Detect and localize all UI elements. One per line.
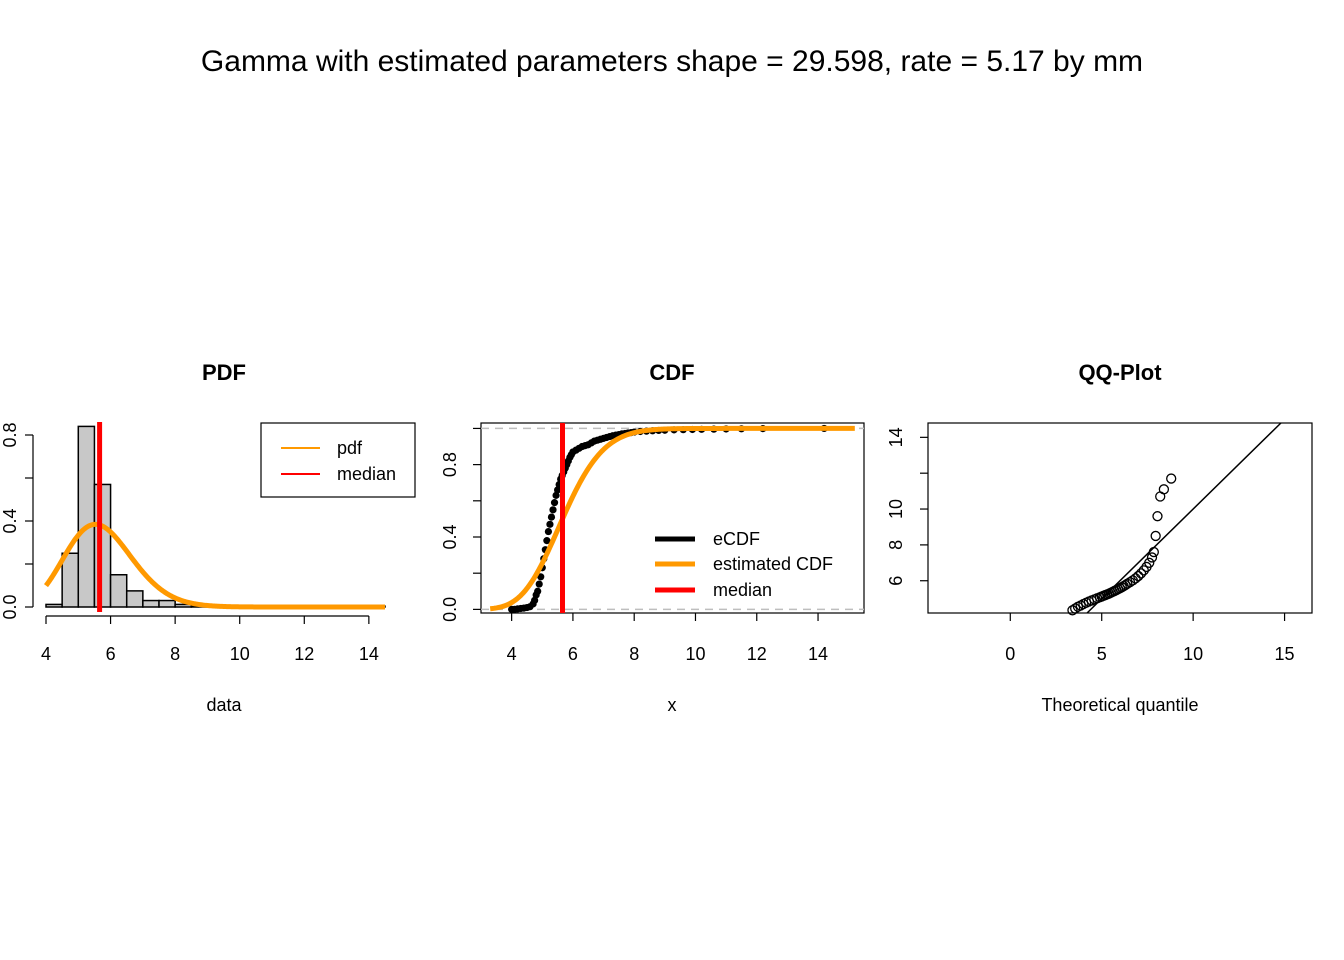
pdf-x-tick-label: 10 (230, 644, 250, 664)
pdf-x-tick-label: 14 (359, 644, 379, 664)
pdf-legend-label-pdf: pdf (337, 438, 363, 458)
qq-point (1135, 568, 1147, 579)
cdf-x-tick-label: 12 (747, 644, 767, 664)
pdf-plot-area: 4 6 8 10 12 14 0.0 0.4 0.8 pdf median (0, 422, 416, 664)
ecdf-point (543, 537, 551, 545)
qq-point (1138, 565, 1149, 576)
pdf-curve (43, 521, 385, 610)
histogram-bar (142, 599, 160, 608)
ecdf-point (549, 506, 557, 514)
cdf-plot-area: 4 6 8 10 12 14 0.0 0.4 0.8 eCDF estimated CDF media… (440, 422, 865, 664)
estimated-cdf-curve (489, 425, 855, 612)
qq-panel: QQ-Plot 0 5 10 15 6 8 10 14 Theoretical quantil… (886, 360, 1313, 715)
qq-x-tick-label: 10 (1183, 644, 1203, 664)
qq-y-tick-label: 10 (886, 499, 906, 519)
qq-point (1144, 557, 1155, 568)
histogram-bar (109, 574, 128, 608)
ecdf-point (531, 596, 539, 604)
histogram-bar (125, 590, 144, 608)
cdf-x-tick-label: 6 (568, 644, 578, 664)
cdf-x-tick-label: 8 (629, 644, 639, 664)
cdf-x-tick-label: 10 (685, 644, 705, 664)
qq-x-tick-label: 5 (1097, 644, 1107, 664)
cdf-y-tick-label: 0.8 (440, 452, 460, 477)
ecdf-point (537, 573, 545, 581)
cdf-panel-title: CDF (649, 360, 694, 385)
qq-panel-title: QQ-Plot (1078, 360, 1162, 385)
pdf-x-tick-label: 12 (294, 644, 314, 664)
ecdf-point (547, 513, 556, 521)
qq-point (1146, 552, 1158, 563)
pdf-legend-label-median: median (337, 464, 396, 484)
histogram-bar (77, 425, 96, 608)
qq-point (1133, 570, 1144, 582)
cdf-x-axis-label: x (668, 695, 677, 715)
qq-y-tick-label: 14 (886, 427, 906, 447)
cdf-plot-frame (480, 422, 865, 614)
ecdf-point (546, 520, 554, 528)
qq-point (1158, 484, 1170, 495)
qq-point (1150, 530, 1161, 542)
ecdf-point (552, 491, 560, 499)
pdf-x-axis-label: data (206, 695, 242, 715)
qq-y-tick-label: 8 (886, 540, 906, 550)
cdf-x-tick-label: 4 (507, 644, 517, 664)
ecdf-point (535, 580, 543, 588)
qq-point (1070, 603, 1081, 614)
pdf-panel-title: PDF (202, 360, 246, 385)
histogram-bar (45, 603, 63, 608)
qq-plot-area: 0 5 10 15 6 8 10 14 (886, 422, 1313, 664)
pdf-x-tick-label: 4 (41, 644, 51, 664)
ecdf-point (550, 499, 559, 507)
histogram-bar (158, 599, 176, 608)
qq-point (1148, 546, 1159, 558)
cdf-legend-label-ecdf: eCDF (713, 529, 760, 549)
qq-point (1122, 578, 1133, 589)
cdf-y-tick-label: 0.0 (440, 597, 460, 622)
pdf-panel: PDF 4 6 8 10 12 14 0.0 0.4 0.8 pdf median data (0, 360, 416, 715)
qq-x-tick-label: 0 (1005, 644, 1015, 664)
main-title: Gamma with estimated parameters shape = … (201, 45, 1143, 78)
qq-y-tick-label: 6 (886, 576, 906, 586)
ecdf-point (554, 486, 562, 494)
qq-point (1166, 473, 1177, 484)
qq-x-axis-label: Theoretical quantile (1041, 695, 1198, 715)
qq-point (1152, 511, 1163, 522)
cdf-legend-label-median: median (713, 580, 772, 600)
pdf-y-tick-label: 0.8 (0, 422, 20, 447)
pdf-y-tick-label: 0.0 (0, 594, 20, 619)
pdf-legend-box (260, 422, 416, 498)
histogram-bar (61, 552, 80, 608)
histogram-bar (93, 483, 112, 608)
cdf-legend-label-estimated: estimated CDF (713, 554, 833, 574)
qq-x-tick-label: 15 (1275, 644, 1295, 664)
qq-reference-line (1086, 422, 1282, 614)
pdf-x-tick-label: 8 (170, 644, 180, 664)
qq-point (1124, 577, 1136, 588)
ecdf-point (534, 587, 542, 595)
cdf-x-tick-label: 14 (808, 644, 828, 664)
cdf-panel: CDF 4 6 8 10 12 14 0.0 0.4 0.8 eCDF estimated CDF m… (440, 360, 865, 715)
qq-point (1067, 605, 1078, 616)
cdf-y-tick-label: 0.4 (440, 524, 460, 549)
ecdf-point (544, 527, 553, 536)
pdf-x-tick-label: 6 (106, 644, 116, 664)
pdf-y-tick-label: 0.4 (0, 508, 20, 533)
qq-plot-frame (927, 422, 1313, 614)
